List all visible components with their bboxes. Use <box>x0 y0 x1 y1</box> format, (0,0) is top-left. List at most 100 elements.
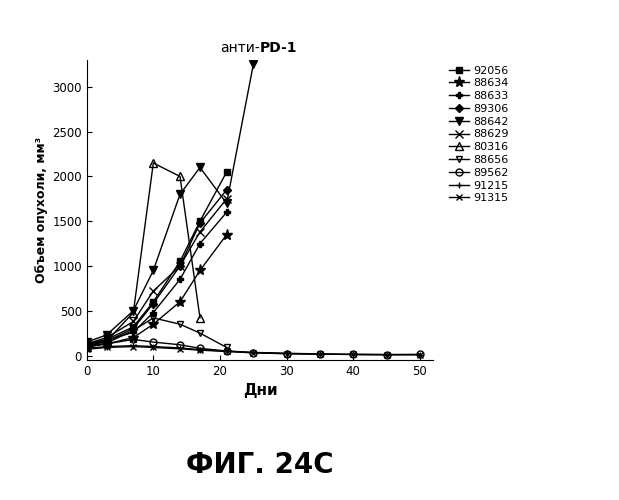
88642 <box>103 332 110 338</box>
91215 <box>416 352 423 358</box>
88633 <box>176 276 184 282</box>
88633 <box>83 342 90 348</box>
91215 <box>383 352 391 358</box>
91315 <box>416 352 423 358</box>
92056 <box>103 336 110 342</box>
89306 <box>129 326 137 332</box>
88629 <box>176 263 184 269</box>
Line: 89562: 89562 <box>83 336 423 358</box>
91215 <box>316 351 324 357</box>
89562 <box>316 351 324 357</box>
92056 <box>83 341 90 347</box>
91215 <box>350 352 357 358</box>
Line: 91315: 91315 <box>83 343 423 358</box>
Line: 88634: 88634 <box>81 229 232 352</box>
89306 <box>83 342 90 348</box>
89562 <box>383 352 391 358</box>
91315 <box>83 346 90 352</box>
X-axis label: Дни: Дни <box>243 384 277 398</box>
80316 <box>196 315 204 321</box>
89306 <box>150 300 157 306</box>
91315 <box>176 346 184 352</box>
80316 <box>129 310 137 316</box>
91215 <box>223 348 230 354</box>
88629 <box>129 318 137 324</box>
89562 <box>176 342 184 348</box>
88642 <box>83 339 90 345</box>
89562 <box>196 346 204 352</box>
Line: 88629: 88629 <box>82 194 231 348</box>
Y-axis label: Объем опухоли, мм³: Объем опухоли, мм³ <box>35 137 48 283</box>
91315 <box>383 352 391 358</box>
92056 <box>150 299 157 305</box>
88642 <box>196 164 204 170</box>
88633 <box>103 338 110 344</box>
89562 <box>350 352 357 358</box>
Line: 92056: 92056 <box>83 168 230 348</box>
88629 <box>196 229 204 235</box>
88633 <box>129 329 137 335</box>
88634 <box>223 232 230 237</box>
89562 <box>283 350 290 356</box>
88656 <box>129 328 137 334</box>
89306 <box>103 338 110 344</box>
88634 <box>150 321 157 327</box>
91215 <box>283 350 290 356</box>
80316 <box>103 338 110 344</box>
88634 <box>176 299 184 305</box>
92056 <box>129 324 137 330</box>
88633 <box>196 240 204 246</box>
88656 <box>176 321 184 327</box>
88642 <box>129 308 137 314</box>
88642 <box>176 192 184 198</box>
91315 <box>249 350 257 356</box>
91215 <box>83 346 90 352</box>
89562 <box>416 352 423 358</box>
88656 <box>196 330 204 336</box>
92056 <box>196 218 204 224</box>
Text: PD-1: PD-1 <box>260 40 298 54</box>
88642 <box>249 62 257 68</box>
88656 <box>83 344 90 350</box>
89306 <box>196 220 204 226</box>
91315 <box>316 351 324 357</box>
88629 <box>150 288 157 294</box>
Legend: 92056, 88634, 88633, 89306, 88642, 88629, 80316, 88656, 89562, 91215, 91315: 92056, 88634, 88633, 89306, 88642, 88629… <box>449 66 509 203</box>
Line: 80316: 80316 <box>82 159 204 350</box>
88656 <box>223 344 230 350</box>
91315 <box>223 348 230 354</box>
88642 <box>150 268 157 274</box>
80316 <box>83 344 90 349</box>
88656 <box>150 315 157 321</box>
92056 <box>176 258 184 264</box>
91315 <box>150 344 157 350</box>
Line: 88642: 88642 <box>82 60 258 346</box>
89562 <box>129 336 137 342</box>
89306 <box>223 187 230 193</box>
88642 <box>223 200 230 206</box>
89562 <box>83 344 90 349</box>
89306 <box>176 263 184 269</box>
91215 <box>249 350 257 356</box>
91315 <box>196 347 204 353</box>
91215 <box>196 346 204 352</box>
88629 <box>223 196 230 202</box>
88634 <box>103 341 110 347</box>
Line: 88656: 88656 <box>83 314 230 351</box>
89562 <box>150 339 157 345</box>
92056 <box>223 169 230 175</box>
Text: анти-: анти- <box>220 40 260 54</box>
88633 <box>150 310 157 316</box>
89562 <box>223 348 230 354</box>
91315 <box>103 344 110 350</box>
91315 <box>350 352 357 358</box>
88629 <box>83 341 90 347</box>
88634 <box>83 344 90 349</box>
89562 <box>103 341 110 347</box>
91215 <box>150 344 157 349</box>
91215 <box>129 342 137 348</box>
91315 <box>129 344 137 349</box>
91315 <box>283 350 290 356</box>
88656 <box>103 340 110 346</box>
Line: 88633: 88633 <box>83 209 230 348</box>
